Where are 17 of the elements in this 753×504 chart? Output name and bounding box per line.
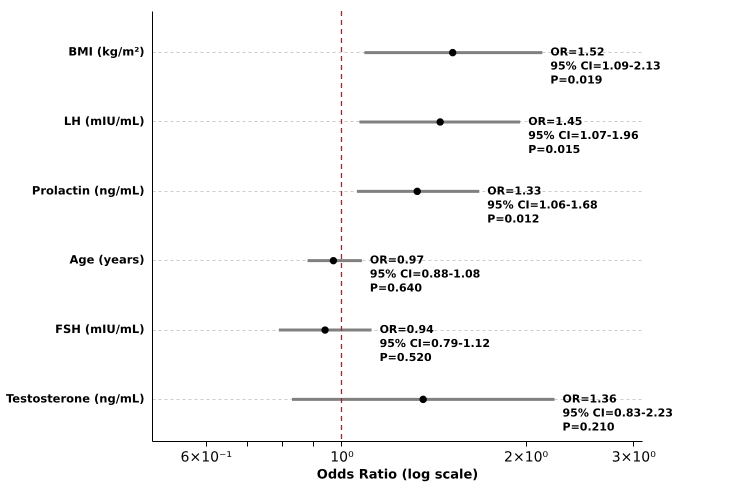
y-tick-label: BMI (kg/m²) [68, 44, 144, 59]
annotation: OR=1.36 95% CI=0.83-2.23 P=0.210 [562, 392, 673, 434]
y-tick-label: FSH (mIU/mL) [55, 322, 144, 336]
annotation: OR=1.52 95% CI=1.09-2.13 P=0.019 [550, 46, 661, 87]
annotation: OR=0.97 95% CI=0.88-1.08 P=0.640 [370, 254, 480, 295]
x-tick-label: 10⁰ [330, 450, 354, 466]
y-tick-label: Testosterone (ng/mL) [6, 391, 144, 406]
y-tick-label: Age (years) [69, 252, 144, 267]
x-axis-title: Odds Ratio (log scale) [316, 468, 478, 482]
y-tick-label: LH (mIU/mL) [64, 114, 144, 128]
x-tick-label: 3×10⁰ [612, 450, 656, 466]
y-tick-label: Prolactin (ng/mL) [32, 183, 144, 198]
annotation: OR=1.33 95% CI=1.06-1.68 P=0.012 [487, 184, 598, 226]
x-tick-label: 2×10⁰ [504, 450, 549, 466]
annotation: OR=1.45 95% CI=1.07-1.96 P=0.015 [528, 114, 639, 156]
annotation: OR=0.94 95% CI=0.79-1.12 P=0.520 [380, 323, 490, 364]
x-tick-label: 6×10⁻¹ [180, 450, 232, 466]
